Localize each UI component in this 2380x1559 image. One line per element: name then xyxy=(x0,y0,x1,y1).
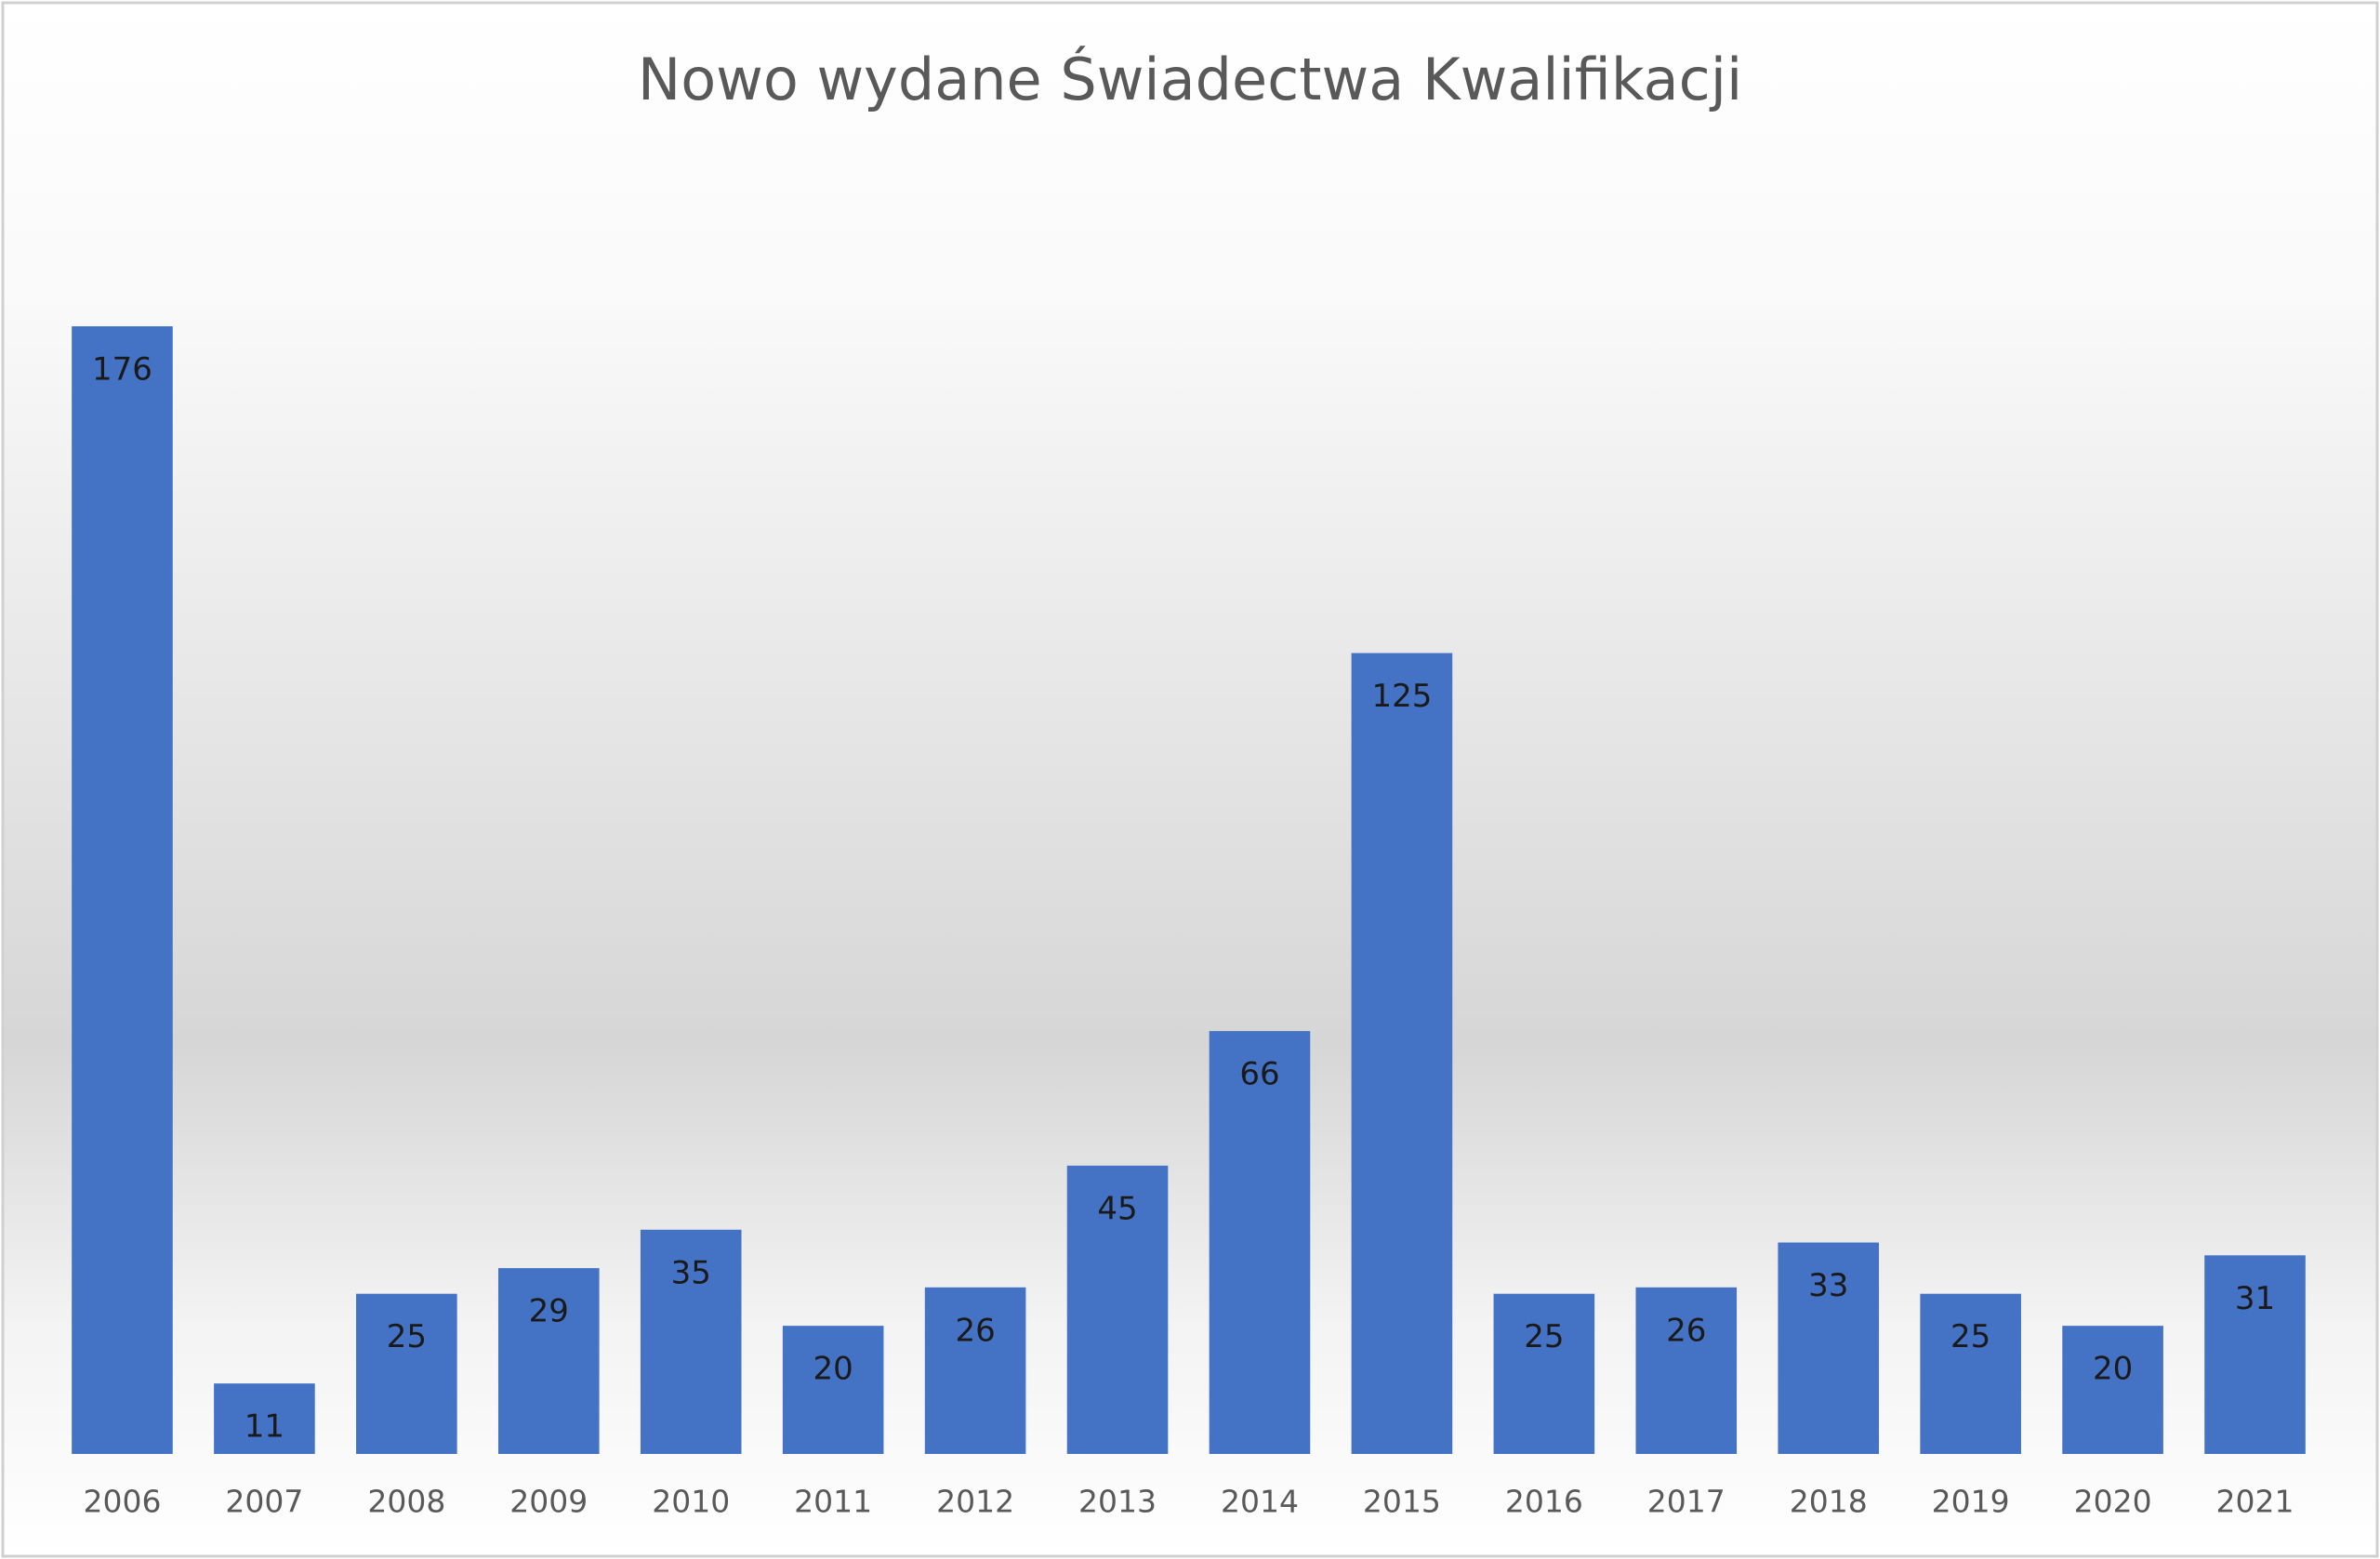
x-tick-label: 2008 xyxy=(367,1484,445,1520)
x-tick-label: 2015 xyxy=(1363,1484,1441,1520)
x-tick-label: 2020 xyxy=(2074,1484,2152,1520)
data-label: 11 xyxy=(245,1408,284,1446)
x-tick-label: 2017 xyxy=(1647,1484,1726,1520)
bar xyxy=(214,1383,315,1454)
data-label: 45 xyxy=(1097,1190,1137,1227)
data-label: 125 xyxy=(1371,678,1432,715)
bar xyxy=(1351,653,1453,1454)
x-tick-label: 2011 xyxy=(794,1484,872,1520)
bar xyxy=(1066,1165,1169,1454)
x-tick-label: 2012 xyxy=(936,1484,1014,1520)
bar xyxy=(1635,1287,1738,1454)
x-tick-label: 2018 xyxy=(1790,1484,1868,1520)
x-tick-label: 2019 xyxy=(1932,1484,2010,1520)
bar xyxy=(1778,1242,1880,1454)
data-label: 33 xyxy=(1808,1267,1848,1304)
bar xyxy=(924,1287,1026,1454)
data-label: 20 xyxy=(813,1351,853,1388)
x-tick-label: 2007 xyxy=(225,1484,303,1520)
chart-title: Nowo wydane Świadectwa Kwalifikacji xyxy=(638,46,1742,113)
x-tick-label: 2013 xyxy=(1078,1484,1157,1520)
bar xyxy=(2204,1255,2306,1454)
bar xyxy=(356,1293,457,1454)
bar xyxy=(2062,1326,2163,1454)
bar xyxy=(1209,1031,1311,1454)
data-label: 25 xyxy=(387,1318,427,1355)
x-tick-label: 2014 xyxy=(1221,1484,1299,1520)
bar xyxy=(640,1229,742,1454)
data-label: 176 xyxy=(92,351,152,389)
bar xyxy=(1493,1293,1595,1454)
data-label: 26 xyxy=(1666,1312,1706,1349)
bar xyxy=(782,1326,884,1454)
x-tick-label: 2009 xyxy=(509,1484,588,1520)
x-tick-label: 2010 xyxy=(652,1484,730,1520)
bar xyxy=(497,1268,600,1454)
x-tick-label: 2021 xyxy=(2216,1484,2294,1520)
data-label: 31 xyxy=(2235,1280,2275,1317)
data-label: 35 xyxy=(671,1254,711,1291)
data-label: 20 xyxy=(2093,1351,2133,1388)
x-tick-label: 2016 xyxy=(1505,1484,1583,1520)
data-label: 25 xyxy=(1950,1318,1990,1355)
bar xyxy=(72,326,173,1454)
data-label: 66 xyxy=(1239,1056,1279,1093)
data-label: 25 xyxy=(1524,1318,1564,1355)
x-tick-label: 2006 xyxy=(83,1484,161,1520)
data-label: 26 xyxy=(955,1312,995,1349)
data-label: 29 xyxy=(529,1293,569,1330)
bar xyxy=(1920,1293,2021,1454)
